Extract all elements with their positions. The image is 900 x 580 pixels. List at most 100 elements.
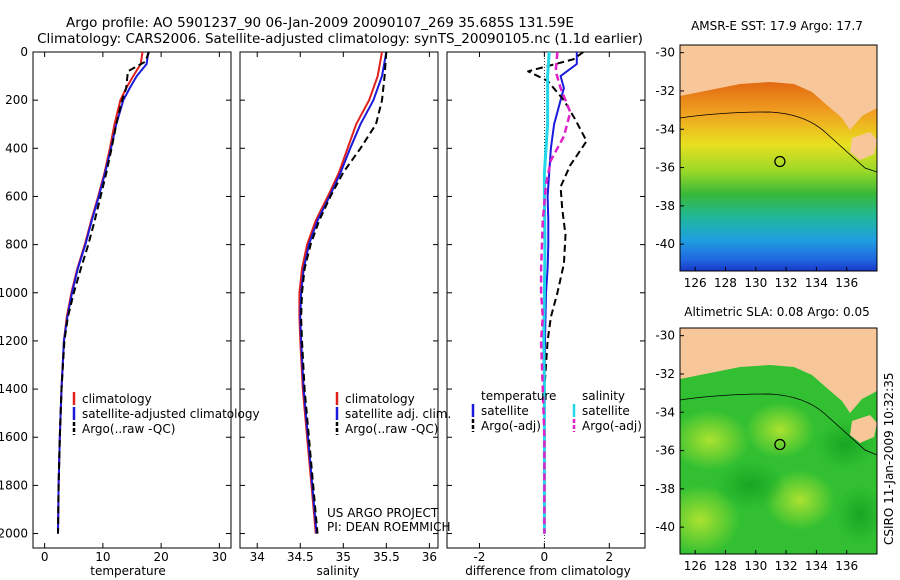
y-tick-label: 200 xyxy=(5,93,28,107)
figure-title-line2: Climatology: CARS2006. Satellite-adjuste… xyxy=(37,31,643,47)
depth-ticks: 0 200 400 600 800 1000 1200 1400 1600 1800 2000 xyxy=(0,45,28,541)
x-tick-label: 20 xyxy=(153,550,168,564)
shelf-contour xyxy=(680,393,877,456)
sla-map-frame xyxy=(679,327,878,555)
map-y-tick-label: -40 xyxy=(655,520,675,534)
map-x-tick-label: 134 xyxy=(805,276,828,290)
map-x-tick-label: 126 xyxy=(684,276,707,290)
y-tick-label: 1600 xyxy=(0,430,28,444)
project-annotation: US ARGO PROJECT xyxy=(327,506,439,520)
x-tick-label: 2 xyxy=(605,550,613,564)
y-tick-label: 1400 xyxy=(0,382,28,396)
map-x-tick-label: 132 xyxy=(775,276,798,290)
legend-title-temperature: temperature xyxy=(481,389,556,403)
sst-map-frame xyxy=(679,44,878,272)
timestamp-stamp: CSIRO 11-Jan-2009 10:32:35 xyxy=(882,373,896,545)
map-y-tick-label: -30 xyxy=(655,329,675,343)
series-line-argo-raw-qc- xyxy=(57,52,150,534)
series-line-temperature-argo-adj- xyxy=(527,52,588,534)
map-y-tick-label: -34 xyxy=(655,122,675,136)
y-tick-label: 1800 xyxy=(0,478,28,492)
sla-map: Altimetric SLA: 0.08 Argo: 0.05 126 128 13… xyxy=(655,305,878,573)
shelf-contour xyxy=(680,111,877,173)
legend-entry-argo: Argo(..raw -QC) xyxy=(345,422,438,436)
series-line-salinity-satellite xyxy=(542,52,551,534)
map-y-tick-label: -36 xyxy=(655,161,675,175)
series-line-salinity-argo-adj- xyxy=(539,52,572,534)
map-x-tick-label: 136 xyxy=(835,276,858,290)
argo-location-marker xyxy=(774,438,786,451)
y-tick-label: 2000 xyxy=(0,527,28,541)
map-y-tick-label: -34 xyxy=(655,405,675,419)
x-tick-label: -2 xyxy=(473,550,485,564)
difference-series xyxy=(527,52,588,534)
legend-entry-climatology: climatology xyxy=(82,392,152,406)
temperature-axes xyxy=(32,51,232,549)
temperature-legend: climatology satellite-adjusted climatolo… xyxy=(72,392,260,436)
series-line-satellite-adj-clim- xyxy=(299,52,388,534)
legend-entry-satellite-adjusted: satellite-adjusted climatology xyxy=(82,407,260,421)
y-tick-label: 400 xyxy=(5,141,28,155)
map-y-tick-label: -32 xyxy=(655,367,675,381)
salinity-series xyxy=(298,52,388,534)
map-x-tick-label: 126 xyxy=(684,559,707,573)
difference-xlabel: difference from climatology xyxy=(465,564,631,578)
map-x-tick-label: 130 xyxy=(744,276,767,290)
sla-map-ticks: 126 128 130 132 134 136 -30 -32 -34 -36 -38 -40 xyxy=(655,329,858,573)
x-tick-label: 36 xyxy=(422,550,437,564)
legend-entry-temp-argo: Argo(-adj) xyxy=(481,419,541,433)
map-x-tick-label: 134 xyxy=(805,559,828,573)
map-x-tick-label: 130 xyxy=(744,559,767,573)
map-y-tick-label: -32 xyxy=(655,84,675,98)
x-tick-label: 34 xyxy=(250,550,265,564)
pi-annotation: PI: DEAN ROEMMICH xyxy=(327,520,450,534)
x-tick-label: 0 xyxy=(541,550,549,564)
sst-map: AMSR-E SST: 17.9 Argo: 17.7 126 128 130 132… xyxy=(655,19,878,290)
map-x-tick-label: 132 xyxy=(775,559,798,573)
sst-map-ticks: 126 128 130 132 134 136 -30 -32 -34 -36 -38 -40 xyxy=(655,46,858,290)
land-mask xyxy=(680,45,877,130)
legend-entry-climatology: climatology xyxy=(345,392,415,406)
map-x-tick-label: 128 xyxy=(714,559,737,573)
tasmania-land xyxy=(850,415,877,443)
x-tick-label: 35.5 xyxy=(373,550,400,564)
legend-entry-sal-argo: Argo(-adj) xyxy=(582,419,642,433)
difference-ticks: -2 0 2 xyxy=(447,51,645,564)
temperature-xlabel: temperature xyxy=(90,564,165,578)
sla-map-title: Altimetric SLA: 0.08 Argo: 0.05 xyxy=(684,305,869,319)
legend-entry-satellite-adj: satellite adj. clim. xyxy=(345,407,451,421)
y-tick-label: 800 xyxy=(5,238,28,252)
legend-entry-argo: Argo(..raw -QC) xyxy=(82,422,175,436)
map-y-tick-label: -30 xyxy=(655,46,675,60)
map-x-tick-label: 136 xyxy=(835,559,858,573)
x-tick-label: 30 xyxy=(212,550,227,564)
y-tick-label: 600 xyxy=(5,189,28,203)
map-y-tick-label: -36 xyxy=(655,444,675,458)
temperature-ticks: 0 10 20 30 xyxy=(33,51,231,564)
difference-legend: temperature satellite Argo(-adj) salinit… xyxy=(471,389,642,433)
temperature-series xyxy=(57,52,150,534)
legend-entry-sal-satellite: satellite xyxy=(582,404,630,418)
map-y-tick-label: -38 xyxy=(655,199,675,213)
legend-title-salinity: salinity xyxy=(582,389,625,403)
x-tick-label: 0 xyxy=(41,550,49,564)
tasmania-land xyxy=(850,132,877,160)
x-tick-label: 35 xyxy=(336,550,351,564)
salinity-ticks: 34 34.5 35 35.5 36 xyxy=(240,51,438,564)
map-y-tick-label: -38 xyxy=(655,482,675,496)
series-line-argo-raw-qc- xyxy=(300,52,388,534)
y-tick-label: 1000 xyxy=(0,286,28,300)
y-tick-label: 0 xyxy=(20,45,28,59)
legend-entry-temp-satellite: satellite xyxy=(481,404,529,418)
argo-location-marker xyxy=(774,155,786,168)
y-tick-label: 1200 xyxy=(0,334,28,348)
salinity-xlabel: salinity xyxy=(316,564,359,578)
figure-title-line1: Argo profile: AO 5901237_90 06-Jan-2009 … xyxy=(66,15,574,31)
x-tick-label: 34.5 xyxy=(287,550,314,564)
map-y-tick-label: -40 xyxy=(655,237,675,251)
salinity-legend: climatology satellite adj. clim. Argo(..… xyxy=(335,392,451,436)
sst-map-title: AMSR-E SST: 17.9 Argo: 17.7 xyxy=(691,19,863,33)
land-mask xyxy=(680,328,877,413)
map-x-tick-label: 128 xyxy=(714,276,737,290)
